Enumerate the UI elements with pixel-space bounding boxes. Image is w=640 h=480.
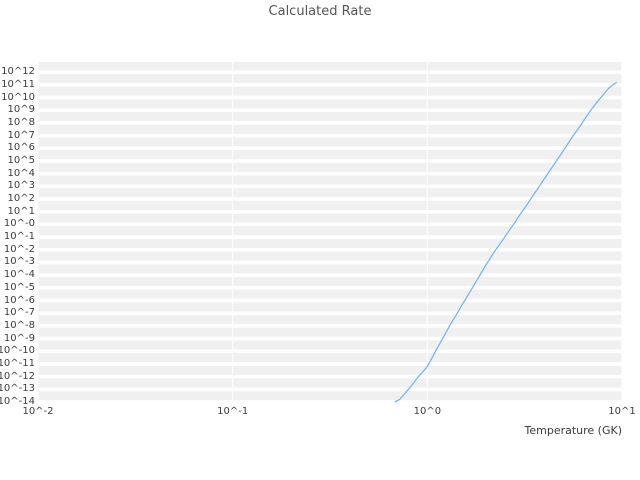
x-tick-label: 10^0 xyxy=(413,406,442,417)
y-tick-label: 10^-3 xyxy=(3,256,35,268)
y-tick-label: 10^-5 xyxy=(3,281,35,293)
y-tick-label: 10^-8 xyxy=(3,319,35,331)
y-tick-label: 10^-13 xyxy=(0,383,35,395)
x-tick-label: 10^-2 xyxy=(22,406,54,417)
y-tick-label: 10^-12 xyxy=(0,370,35,382)
x-tick-label: 10^-1 xyxy=(217,406,249,417)
y-tick-label: 10^-11 xyxy=(0,357,35,369)
y-tick-label: 10^-4 xyxy=(3,269,35,281)
x-tick-label: 10^1 xyxy=(608,406,636,417)
y-tick-label: 10^5 xyxy=(7,154,35,166)
y-tick-label: 10^7 xyxy=(7,129,35,141)
y-tick-label: 10^-7 xyxy=(3,307,35,319)
y-tick-label: 10^-2 xyxy=(3,243,35,255)
y-tick-label: 10^6 xyxy=(7,142,35,154)
y-tick-label: 10^3 xyxy=(7,180,35,192)
y-tick-label: 10^1 xyxy=(7,205,35,217)
chart-title: Calculated Rate xyxy=(268,4,372,19)
x-axis-title: Temperature (GK) xyxy=(524,424,623,437)
y-tick-label: 10^4 xyxy=(7,167,35,179)
y-tick-label: 10^11 xyxy=(1,78,35,90)
y-tick-label: 10^-0 xyxy=(3,218,35,230)
y-tick-label: 10^8 xyxy=(7,116,35,128)
y-tick-label: 10^-6 xyxy=(3,294,35,306)
y-tick-label: 10^-9 xyxy=(3,332,35,344)
rate-curve xyxy=(394,81,618,403)
y-tick-label: 10^-1 xyxy=(3,231,35,243)
y-tick-label: 10^12 xyxy=(1,66,35,78)
y-tick-label: 10^-10 xyxy=(0,345,35,357)
y-tick-label: 10^-14 xyxy=(0,396,35,407)
y-tick-label: 10^10 xyxy=(1,91,35,103)
plot-background xyxy=(38,62,622,402)
y-tick-label: 10^9 xyxy=(7,104,35,116)
y-tick-label: 10^2 xyxy=(7,193,35,204)
